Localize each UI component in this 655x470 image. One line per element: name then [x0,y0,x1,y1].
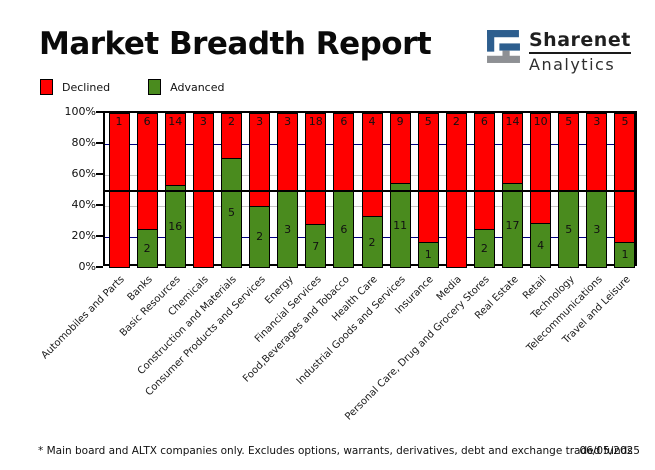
declined-segment: 9 [390,114,410,183]
y-tick-label: 40% [71,198,96,211]
advanced-segment: 6 [334,190,354,267]
declined-count-label: 1 [115,115,123,128]
page-title: Market Breadth Report [39,26,432,62]
declined-count-label: 5 [424,115,432,128]
sharenet-logo-text: Sharenet Analytics [529,29,631,74]
declined-segment: 3 [587,114,607,191]
advanced-segment: 5 [221,157,241,267]
advanced-segment: 16 [165,185,185,267]
advanced-segment: 2 [250,205,270,267]
y-tick-label: 0% [78,260,96,273]
declined-count-label: 6 [143,115,151,128]
declined-segment: 10 [531,114,551,224]
declined-count-label: 2 [452,115,460,128]
declined-count-label: 14 [168,115,183,128]
footnote: * Main board and ALTX companies only. Ex… [38,445,633,457]
advanced-segment: 17 [503,183,523,267]
declined-count-label: 5 [621,115,629,128]
advanced-segment: 5 [559,190,579,267]
logo-tagline: Analytics [529,55,616,74]
advanced-segment: 2 [362,216,382,267]
declined-count-label: 3 [256,115,264,128]
y-tick-mark [96,142,103,144]
advanced-segment: 3 [587,190,607,267]
declined-segment: 14 [503,114,523,184]
declined-count-label: 9 [396,115,404,128]
chart-legend: Declined Advanced [40,79,262,95]
advanced-segment: 11 [390,182,410,267]
bar-group: 18 7 [305,113,327,268]
advanced-segment: 1 [615,241,635,267]
y-tick-label: 80% [71,136,96,149]
sharenet-logo-icon [487,30,520,63]
declined-segment: 2 [221,114,241,158]
chart-plot-area: 1 6 2 14 16 3 2 5 3 2 3 3 18 7 6 6 4 2 9 11 5 1 2 6 2 14 17 10 4 5 5 3 3… [103,111,637,268]
y-tick-mark [96,235,103,237]
sharenet-logo: Sharenet Analytics [486,29,631,74]
declined-segment: 18 [306,114,326,225]
y-tick-mark [96,173,103,175]
declined-segment: 6 [474,114,494,229]
declined-count-label: 2 [227,115,235,128]
declined-segment: 4 [362,114,382,216]
report-date: 06/05/2025 [579,445,640,457]
advanced-segment: 7 [306,224,326,267]
advanced-segment: 1 [418,241,438,267]
advanced-legend-swatch [148,79,162,95]
y-tick-mark [96,204,103,206]
declined-legend-label: Declined [62,80,111,94]
declined-count-label: 5 [565,115,573,128]
y-tick-mark [96,111,103,113]
declined-legend-swatch [40,79,53,95]
advanced-segment: 2 [137,228,157,267]
declined-segment: 3 [250,114,270,206]
declined-count-label: 10 [533,115,548,128]
logo-divider [529,52,631,54]
y-tick-label: 60% [71,167,96,180]
y-tick-label: 20% [71,229,96,242]
declined-count-label: 6 [340,115,348,128]
gridline-50 [105,189,635,192]
declined-count-label: 14 [505,115,520,128]
declined-segment: 5 [418,114,438,242]
advanced-legend-label: Advanced [170,80,225,94]
y-tick-mark [96,266,103,268]
declined-segment: 14 [165,114,185,186]
advanced-segment: 4 [531,223,551,267]
declined-count-label: 18 [308,115,323,128]
declined-count-label: 4 [368,115,376,128]
advanced-segment: 2 [474,228,494,267]
declined-count-label: 6 [480,115,488,128]
y-tick-label: 100% [64,105,96,118]
declined-segment: 3 [278,114,298,191]
logo-name: Sharenet [529,29,631,51]
declined-segment: 6 [137,114,157,229]
declined-count-label: 3 [593,115,601,128]
declined-count-label: 3 [199,115,207,128]
declined-segment: 6 [334,114,354,191]
declined-segment: 5 [559,114,579,191]
declined-segment: 5 [615,114,635,242]
advanced-segment: 3 [278,190,298,267]
declined-count-label: 3 [284,115,292,128]
